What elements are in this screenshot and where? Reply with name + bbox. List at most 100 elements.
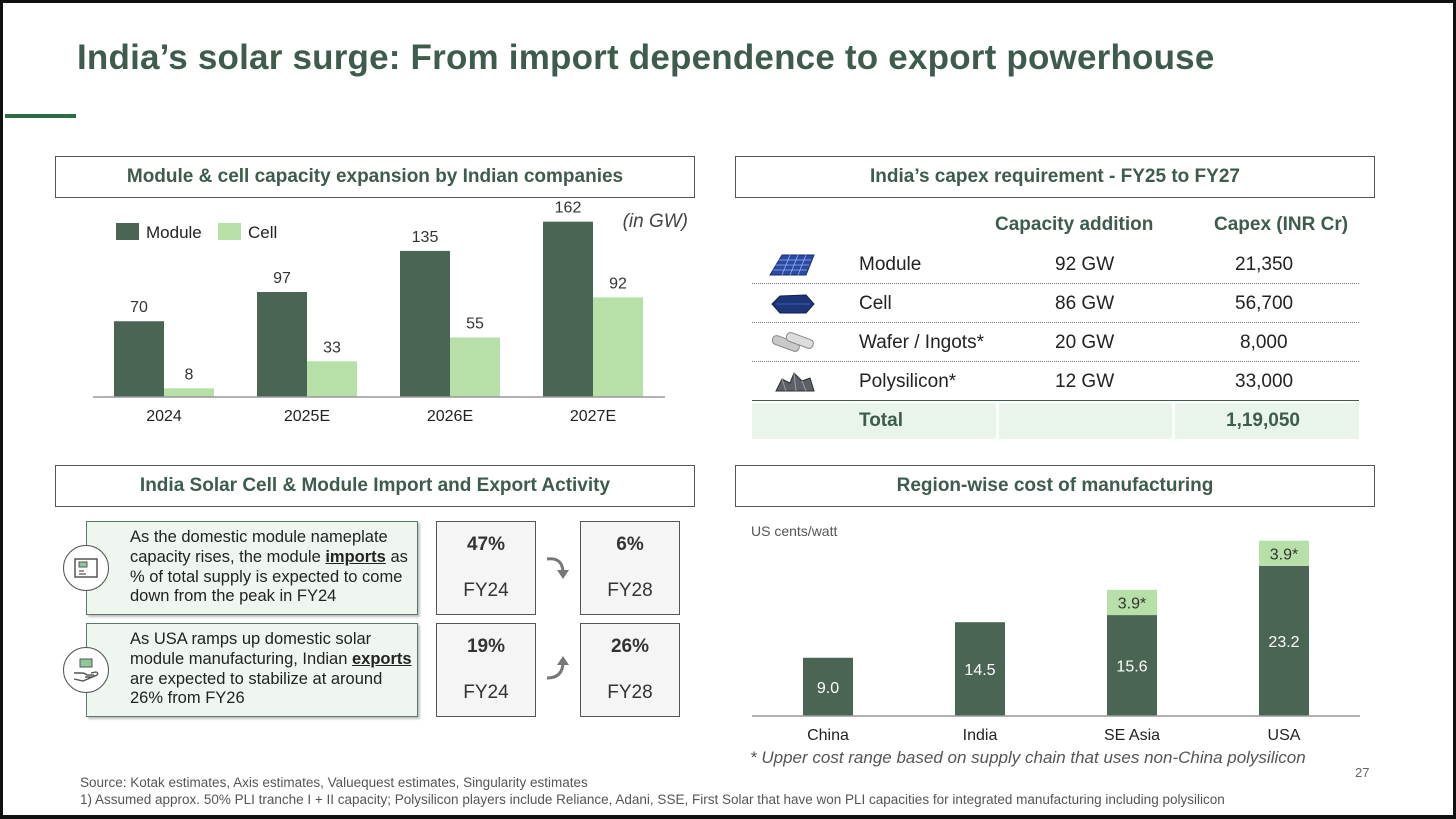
x-tick-label: 2025E: [284, 408, 330, 425]
exports-text: As USA ramps up domestic solar module ma…: [130, 630, 412, 708]
legend-label-cell: Cell: [248, 223, 277, 242]
capex-row-name: Polysilicon*: [859, 371, 957, 392]
exports-to-pct: 26%: [610, 636, 650, 657]
capex-row-capacity: 92 GW: [1055, 254, 1115, 275]
legend-swatch-module: [116, 223, 139, 240]
exports-fy28-stat: 26% FY28: [580, 623, 680, 717]
bar-module-2025e: [257, 292, 307, 397]
legend-label-module: Module: [146, 223, 202, 242]
bar-cell-2024: [164, 388, 214, 397]
exports-from-pct: 19%: [466, 636, 506, 657]
imports-from-pct: 47%: [466, 534, 506, 555]
cost-footnote: * Upper cost range based on supply chain…: [750, 748, 1306, 767]
x-tick-label: China: [807, 727, 849, 744]
solar-cell-icon: [771, 294, 815, 314]
footnote-pli: 1) Assumed approx. 50% PLI tranche I + I…: [80, 792, 1225, 807]
capex-row-capex: 8,000: [1240, 332, 1288, 353]
exports-to-year: FY28: [607, 682, 653, 703]
capex-row-capacity: 20 GW: [1055, 332, 1115, 353]
x-tick-label: 2027E: [570, 408, 616, 425]
capacity-addition-header: Capacity addition: [995, 214, 1154, 235]
capex-row-capacity: 86 GW: [1055, 293, 1115, 314]
imports-keyword: imports: [325, 547, 386, 566]
capex-row-name: Cell: [859, 293, 892, 314]
trade-panel-header: India Solar Cell & Module Import and Exp…: [55, 465, 695, 507]
capex-row: Wafer / Ingots* 20 GW 8,000: [752, 323, 1359, 362]
capex-total-row: Total 1,19,050: [752, 400, 1359, 439]
cost-bar-chart: US cents/watt 9.0 China 14.5 India 15.6 3.9* S…: [751, 523, 1360, 744]
capex-header: Capex (INR Cr): [1214, 214, 1349, 235]
data-label: 9.0: [817, 680, 839, 697]
page-title: India’s solar surge: From import depende…: [77, 38, 1215, 77]
capex-row-name: Module: [859, 254, 922, 275]
solar-module-icon: [769, 254, 815, 276]
x-tick-label: India: [963, 727, 998, 744]
data-label: 33: [323, 339, 341, 356]
unit-note: (in GW): [623, 211, 688, 232]
bar-cell-2025e: [307, 361, 357, 397]
imports-to-pct: 6%: [616, 534, 644, 555]
capex-total-value: 1,19,050: [1226, 410, 1300, 431]
exports-fy24-stat: 19% FY24: [436, 623, 536, 717]
data-label: 23.2: [1268, 634, 1299, 651]
capex-row-capex: 33,000: [1235, 371, 1294, 392]
wafer-ingot-icon: [771, 332, 814, 352]
x-tick-label: 2026E: [427, 408, 473, 425]
money-hand-icon: [63, 647, 109, 693]
imports-to-year: FY28: [607, 580, 653, 601]
data-label: 55: [466, 315, 484, 332]
imports-callout: As the domestic module nameplate capacit…: [86, 521, 418, 615]
data-label: 135: [412, 229, 439, 246]
capex-row-capex: 21,350: [1235, 254, 1294, 275]
x-tick-label: USA: [1268, 727, 1301, 744]
imports-text: As the domestic module nameplate capacit…: [130, 528, 408, 606]
polysilicon-icon: [775, 372, 815, 392]
curved-arrow-down-icon: [543, 551, 573, 588]
capex-row-capex: 56,700: [1235, 293, 1294, 314]
cost-bar-se-asia-1: [1107, 589, 1157, 616]
data-label: 92: [609, 275, 627, 292]
data-label: 70: [130, 299, 148, 316]
data-label: 8: [185, 366, 194, 383]
x-tick-label: 2024: [146, 408, 182, 425]
data-label: 3.9*: [1270, 546, 1298, 563]
data-label: 14.5: [964, 662, 995, 679]
imports-fy28-stat: 6% FY28: [580, 521, 680, 615]
cost-bar-usa-0: [1259, 565, 1309, 716]
cost-bar-se-asia-0: [1107, 615, 1157, 716]
capacity-bar-chart: Module Cell (in GW) 70 8 2024 97 33 2025E 135 5…: [93, 200, 688, 425]
capex-row-name: Wafer / Ingots*: [859, 332, 984, 353]
capex-row: Polysilicon* 12 GW 33,000: [752, 362, 1359, 401]
bar-cell-2026e: [450, 337, 500, 397]
capex-row: Module 92 GW 21,350: [752, 245, 1359, 284]
data-label: 15.6: [1116, 659, 1147, 676]
capex-total-label: Total: [859, 410, 903, 431]
cost-y-label: US cents/watt: [751, 523, 837, 539]
capex-row: Cell 86 GW 56,700: [752, 284, 1359, 323]
data-label: 97: [273, 270, 291, 287]
exports-from-year: FY24: [463, 682, 509, 703]
exports-keyword: exports: [351, 649, 412, 668]
bar-module-2027e: [543, 221, 593, 397]
cost-panel-header: Region-wise cost of manufacturing: [735, 465, 1375, 507]
capex-panel-header: India’s capex requirement - FY25 to FY27: [735, 156, 1375, 198]
imports-from-year: FY24: [463, 580, 509, 601]
imports-fy24-stat: 47% FY24: [436, 521, 536, 615]
x-tick-label: SE Asia: [1104, 727, 1160, 744]
legend-swatch-cell: [218, 223, 241, 240]
cost-bar-usa-1: [1259, 540, 1309, 566]
page-number: 27: [1355, 765, 1370, 780]
data-label: 3.9*: [1118, 595, 1146, 612]
bar-module-2026e: [400, 250, 450, 397]
bar-module-2024: [114, 321, 164, 397]
data-label: 162: [555, 200, 582, 217]
bar-cell-2027e: [593, 297, 643, 397]
cost-bar-china-0: [803, 657, 853, 716]
capex-row-capacity: 12 GW: [1055, 371, 1115, 392]
source-note: Source: Kotak estimates, Axis estimates,…: [80, 775, 588, 790]
exports-callout: As USA ramps up domestic solar module ma…: [86, 623, 418, 717]
capacity-panel-header: Module & cell capacity expansion by Indi…: [55, 156, 695, 198]
cost-bar-india-0: [955, 622, 1005, 716]
import-document-icon: [63, 545, 109, 591]
